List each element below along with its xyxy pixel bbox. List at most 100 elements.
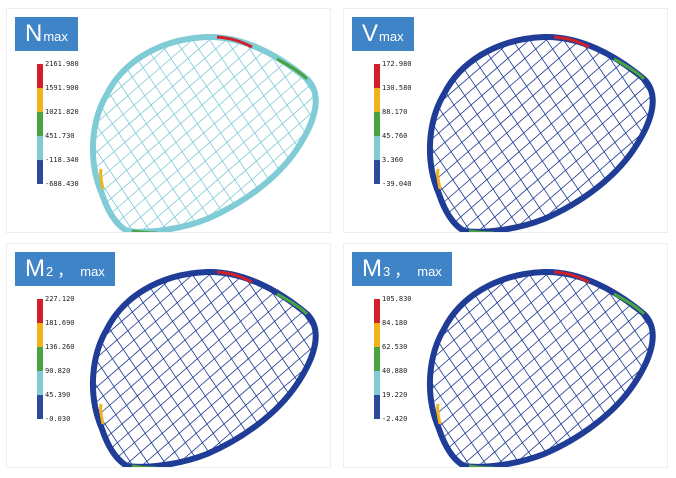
mesh-line (325, 9, 331, 233)
mesh-line (137, 271, 316, 467)
legend-tick: 45.760 (382, 132, 408, 140)
legend-seg-red (374, 64, 380, 88)
mesh-line (429, 36, 473, 232)
legend-tick: 2161.980 (45, 60, 79, 68)
legend-seg-yellow (374, 323, 380, 347)
mesh-line (429, 36, 653, 232)
title-separator: ， (394, 263, 411, 280)
mesh-line (440, 271, 653, 467)
legend-seg-green (374, 347, 380, 371)
legend-tick: 1021.820 (45, 108, 79, 116)
legend-seg-red (37, 64, 43, 88)
legend-tick: 227.120 (45, 295, 75, 303)
mesh-line (92, 36, 153, 232)
mesh-line (171, 36, 316, 232)
mesh-line (154, 271, 316, 467)
mesh-line (154, 36, 316, 232)
mesh-line (429, 36, 583, 232)
legend-seg-red (374, 299, 380, 323)
mesh-line (429, 36, 524, 232)
title-sub: max (43, 29, 68, 44)
legend-tick: 130.580 (382, 84, 412, 92)
panel-m3-max: M 3， max 105.830 84.180 62.530 40.880 19.2… (343, 243, 668, 468)
color-legend: 172.980 130.580 88.170 45.760 3.360 -39.… (374, 60, 434, 194)
title-separator: ， (57, 263, 74, 280)
mesh-line (188, 271, 316, 467)
legend-tick: 19.220 (382, 391, 408, 399)
color-legend: 2161.980 1591.900 1021.820 451.730 -118.… (37, 60, 97, 194)
title-sub-max: max (80, 264, 105, 279)
legend-seg-cyan (37, 136, 43, 160)
mesh-line (429, 271, 653, 467)
stress-highlight (613, 292, 646, 316)
stress-highlight (99, 403, 105, 425)
outer-ring (90, 33, 319, 232)
legend-seg-cyan (374, 136, 380, 160)
stress-highlight (553, 270, 590, 284)
legend-seg-red (37, 299, 43, 323)
mesh-line (92, 271, 187, 467)
title-main: M (362, 255, 382, 282)
mesh-line (662, 9, 668, 233)
stress-highlight (613, 57, 646, 81)
mesh-line (429, 36, 541, 232)
mesh-line (325, 244, 331, 468)
title-sub: max (379, 29, 404, 44)
mesh-line (429, 271, 583, 467)
mesh-line (525, 36, 653, 232)
mesh-line (92, 271, 204, 467)
mesh-line (508, 36, 653, 232)
legend-tick: 1591.900 (45, 84, 79, 92)
mesh-line (92, 271, 246, 467)
mesh-line (491, 271, 653, 467)
mesh-line (171, 271, 316, 467)
mesh-line (92, 271, 280, 467)
legend-tick: -0.030 (45, 415, 71, 423)
title-main: V (362, 20, 379, 47)
mesh-line (429, 271, 617, 467)
stress-highlight (131, 464, 158, 467)
legend-tick: 181.690 (45, 319, 75, 327)
mesh-line (92, 271, 316, 467)
legend-seg-green (37, 347, 43, 371)
legend-bar (374, 299, 380, 419)
legend-seg-yellow (37, 323, 43, 347)
mesh-line (205, 36, 316, 232)
mesh-line (542, 271, 653, 467)
legend-tick: 172.980 (382, 60, 412, 68)
panel-m2-max: M 2， max 227.120 181.690 136.260 90.820 45… (6, 243, 331, 468)
legend-tick: 105.830 (382, 295, 412, 303)
legend-tick: -118.340 (45, 156, 79, 164)
mesh-line (662, 244, 668, 468)
mesh-line (525, 271, 653, 467)
stress-highlight (436, 168, 442, 190)
outer-ring (90, 268, 319, 467)
legend-seg-green (37, 112, 43, 136)
mesh-line (103, 271, 316, 467)
mesh-line (188, 36, 316, 232)
mesh-line (92, 36, 316, 232)
mesh-line (325, 244, 331, 468)
title-sub: 3 (383, 264, 391, 279)
legend-tick: 62.530 (382, 343, 408, 351)
mesh-line (429, 271, 524, 467)
mesh-line (92, 36, 136, 232)
mesh-line (429, 36, 490, 232)
stress-highlight (468, 229, 495, 232)
title-sub-max: max (417, 264, 442, 279)
mesh-line (542, 36, 653, 232)
legend-tick: 136.260 (45, 343, 75, 351)
mesh-line (662, 244, 668, 468)
stress-highlight (131, 229, 158, 232)
legend-tick: 45.390 (45, 391, 71, 399)
mesh-line (92, 271, 263, 467)
mesh-line (429, 271, 600, 467)
mesh-line (103, 36, 316, 232)
color-legend: 105.830 84.180 62.530 40.880 19.220 -2.4… (374, 295, 434, 429)
mesh-line (491, 36, 653, 232)
stress-highlight (276, 292, 309, 316)
stress-highlight (553, 35, 590, 49)
legend-tick: 84.180 (382, 319, 408, 327)
legend-bar (374, 64, 380, 184)
